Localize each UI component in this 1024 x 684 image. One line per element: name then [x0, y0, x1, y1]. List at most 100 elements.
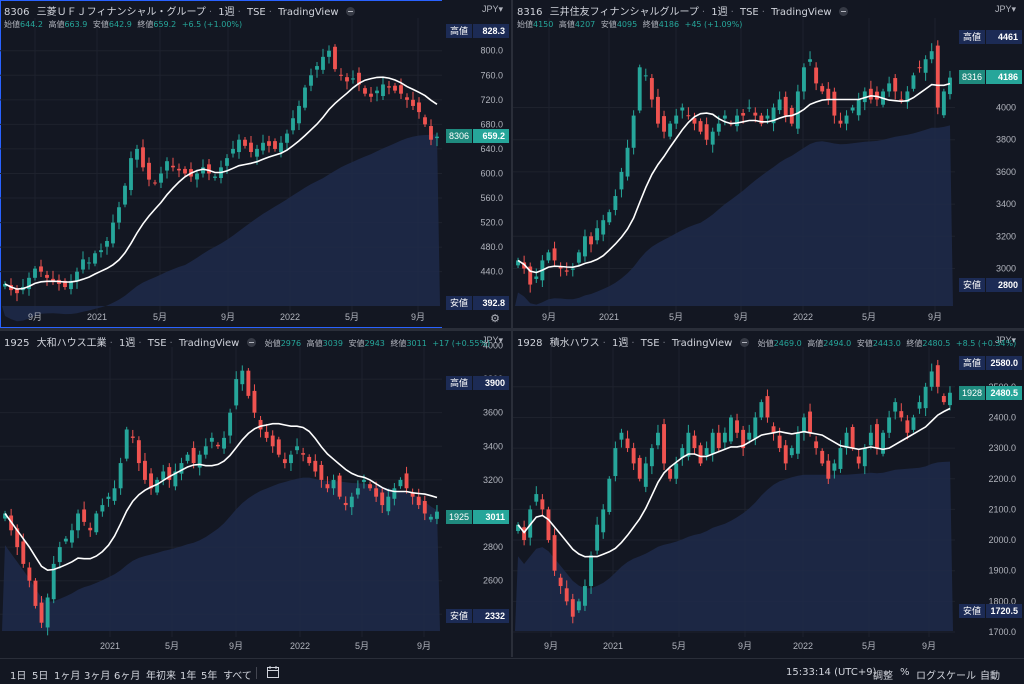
- interval-label[interactable]: 1週: [119, 338, 136, 349]
- adjust-toggle[interactable]: 調整: [873, 671, 893, 682]
- candle-body: [686, 432, 691, 457]
- candle-body: [771, 107, 776, 124]
- candle-body: [362, 479, 366, 482]
- percent-toggle[interactable]: %: [900, 667, 910, 678]
- y-tick-label: 3800: [996, 135, 1016, 145]
- interval-label[interactable]: 1週: [711, 7, 728, 18]
- candle-body: [649, 448, 654, 467]
- range-1m[interactable]: 1ヶ月: [54, 671, 81, 682]
- candle-body: [862, 448, 867, 467]
- last-price-value-bg: [986, 386, 1022, 400]
- candle-body: [686, 115, 691, 117]
- range-5d[interactable]: 5日: [32, 671, 49, 682]
- chart-canvas[interactable]: 800.0 760.0 720.0 680.0 640.0 600.0 560.0 520.0…: [0, 0, 511, 328]
- exchange-label: TSE: [739, 7, 759, 18]
- candle-body: [662, 116, 666, 132]
- chart-pane-8306[interactable]: 800.0 760.0 720.0 680.0 640.0 600.0 560.0 520.0…: [0, 0, 511, 328]
- candle-body: [735, 115, 739, 127]
- candle-body: [552, 248, 557, 261]
- chart-canvas[interactable]: 40003800360034003200280026002400JPY▾2021…: [0, 331, 511, 657]
- candle-body: [183, 168, 187, 174]
- candle-body: [333, 46, 337, 70]
- collapse-icon[interactable]: [246, 338, 256, 347]
- chart-pane-1925[interactable]: 40003800360034003200280026002400JPY▾2021…: [0, 331, 511, 657]
- x-tick-label: 9月: [411, 312, 425, 322]
- goto-date-icon[interactable]: [266, 665, 280, 682]
- candle-body: [844, 432, 849, 449]
- candle-body: [381, 84, 385, 97]
- candle-body: [607, 212, 612, 223]
- symbol-header[interactable]: 8316 三井住友フィナンシャルグループ · 1週 · TSE · TradingVi…: [517, 3, 848, 18]
- interval-label[interactable]: 1週: [612, 338, 629, 349]
- x-tick-label: 2022: [793, 312, 813, 322]
- candle-body: [143, 460, 147, 480]
- chart-canvas[interactable]: 4000 3800 3600 3400 3200 3000 JPY▾ 9月 2021 5月 9月 20…: [513, 0, 1024, 328]
- x-tick-label: 9月: [28, 312, 42, 322]
- pane-divider-horizontal[interactable]: [0, 328, 1024, 331]
- candle-body: [267, 141, 271, 146]
- settings-gear-icon[interactable]: ⚙: [490, 312, 500, 325]
- candle-body: [201, 167, 205, 174]
- interval-label[interactable]: 1週: [218, 7, 235, 18]
- last-price-code: 1928: [962, 388, 982, 398]
- candle-body: [850, 107, 855, 111]
- candle-body: [868, 88, 873, 100]
- range-3m[interactable]: 3ヶ月: [84, 671, 111, 682]
- collapse-icon[interactable]: [739, 338, 749, 347]
- collapse-icon[interactable]: [838, 7, 848, 16]
- candle-body: [88, 527, 93, 531]
- y-tick-label: 640.0: [480, 144, 503, 154]
- chart-pane-1928[interactable]: 2500.02400.02300.02200.02100.02000.01900…: [513, 331, 1024, 657]
- moving-average-line: [517, 407, 951, 558]
- candle-body: [850, 427, 855, 449]
- candle-body: [643, 75, 648, 77]
- symbol-header[interactable]: 1928 積水ハウス · 1週 · TSE · TradingView 始値2469.…: [517, 338, 1017, 349]
- candle-body: [243, 139, 247, 146]
- candle-body: [117, 207, 121, 223]
- candle-body: [607, 478, 612, 512]
- high-value-bg: [986, 356, 1022, 370]
- candle-body: [668, 123, 673, 137]
- candle-body: [309, 75, 313, 86]
- clock-readout[interactable]: 15:33:14 (UTC+9): [786, 667, 877, 678]
- y-tick-label: 440.0: [480, 267, 503, 277]
- y-tick-label: 3000: [996, 263, 1016, 273]
- candle-body: [558, 266, 563, 269]
- range-all[interactable]: すべて: [223, 671, 252, 682]
- collapse-icon[interactable]: [345, 7, 355, 16]
- x-tick-label: 9月: [738, 641, 752, 651]
- auto-scale-toggle[interactable]: 自動: [980, 671, 1000, 682]
- candle-body: [802, 67, 806, 92]
- candle-body: [716, 432, 721, 449]
- range-ytd[interactable]: 年初来: [146, 671, 176, 682]
- candle-body: [649, 78, 654, 100]
- candle-body: [844, 115, 849, 124]
- range-1d[interactable]: 1日: [10, 671, 27, 682]
- candle-body: [279, 142, 283, 153]
- symbol-header[interactable]: 8306 三菱ＵＦＪフィナンシャル・グループ · 1週 · TSE · Trading…: [4, 3, 355, 18]
- range-5y[interactable]: 5年: [201, 671, 218, 682]
- candle-body: [422, 500, 427, 514]
- y-tick-label: 760.0: [480, 70, 503, 80]
- candle-body: [81, 259, 85, 270]
- source-label: TradingView: [771, 7, 832, 18]
- symbol-header[interactable]: 1925 大和ハウス工業 · 1週 · TSE · TradingView 始値297…: [4, 338, 491, 349]
- candle-body: [258, 419, 263, 430]
- candle-body: [631, 115, 636, 148]
- chart-pane-8316[interactable]: 4000 3800 3600 3400 3200 3000 JPY▾ 9月 2021 5月 9月 20…: [513, 0, 1024, 328]
- candle-body: [94, 513, 99, 533]
- candle-body: [534, 276, 539, 279]
- candle-body: [704, 448, 709, 456]
- candle-body: [63, 280, 67, 288]
- chart-canvas[interactable]: 2500.02400.02300.02200.02100.02000.01900…: [513, 331, 1024, 657]
- candle-body: [729, 417, 733, 442]
- candle-body: [203, 446, 208, 455]
- candle-body: [747, 432, 752, 440]
- candle-body: [759, 115, 764, 124]
- range-6m[interactable]: 6ヶ月: [114, 671, 141, 682]
- log-scale-toggle[interactable]: ログスケール: [916, 671, 976, 682]
- low-value-bg: [986, 604, 1022, 618]
- range-1y[interactable]: 1年: [180, 671, 197, 682]
- toolbar-separator: [256, 667, 257, 679]
- y-tick-label: 800.0: [480, 46, 503, 56]
